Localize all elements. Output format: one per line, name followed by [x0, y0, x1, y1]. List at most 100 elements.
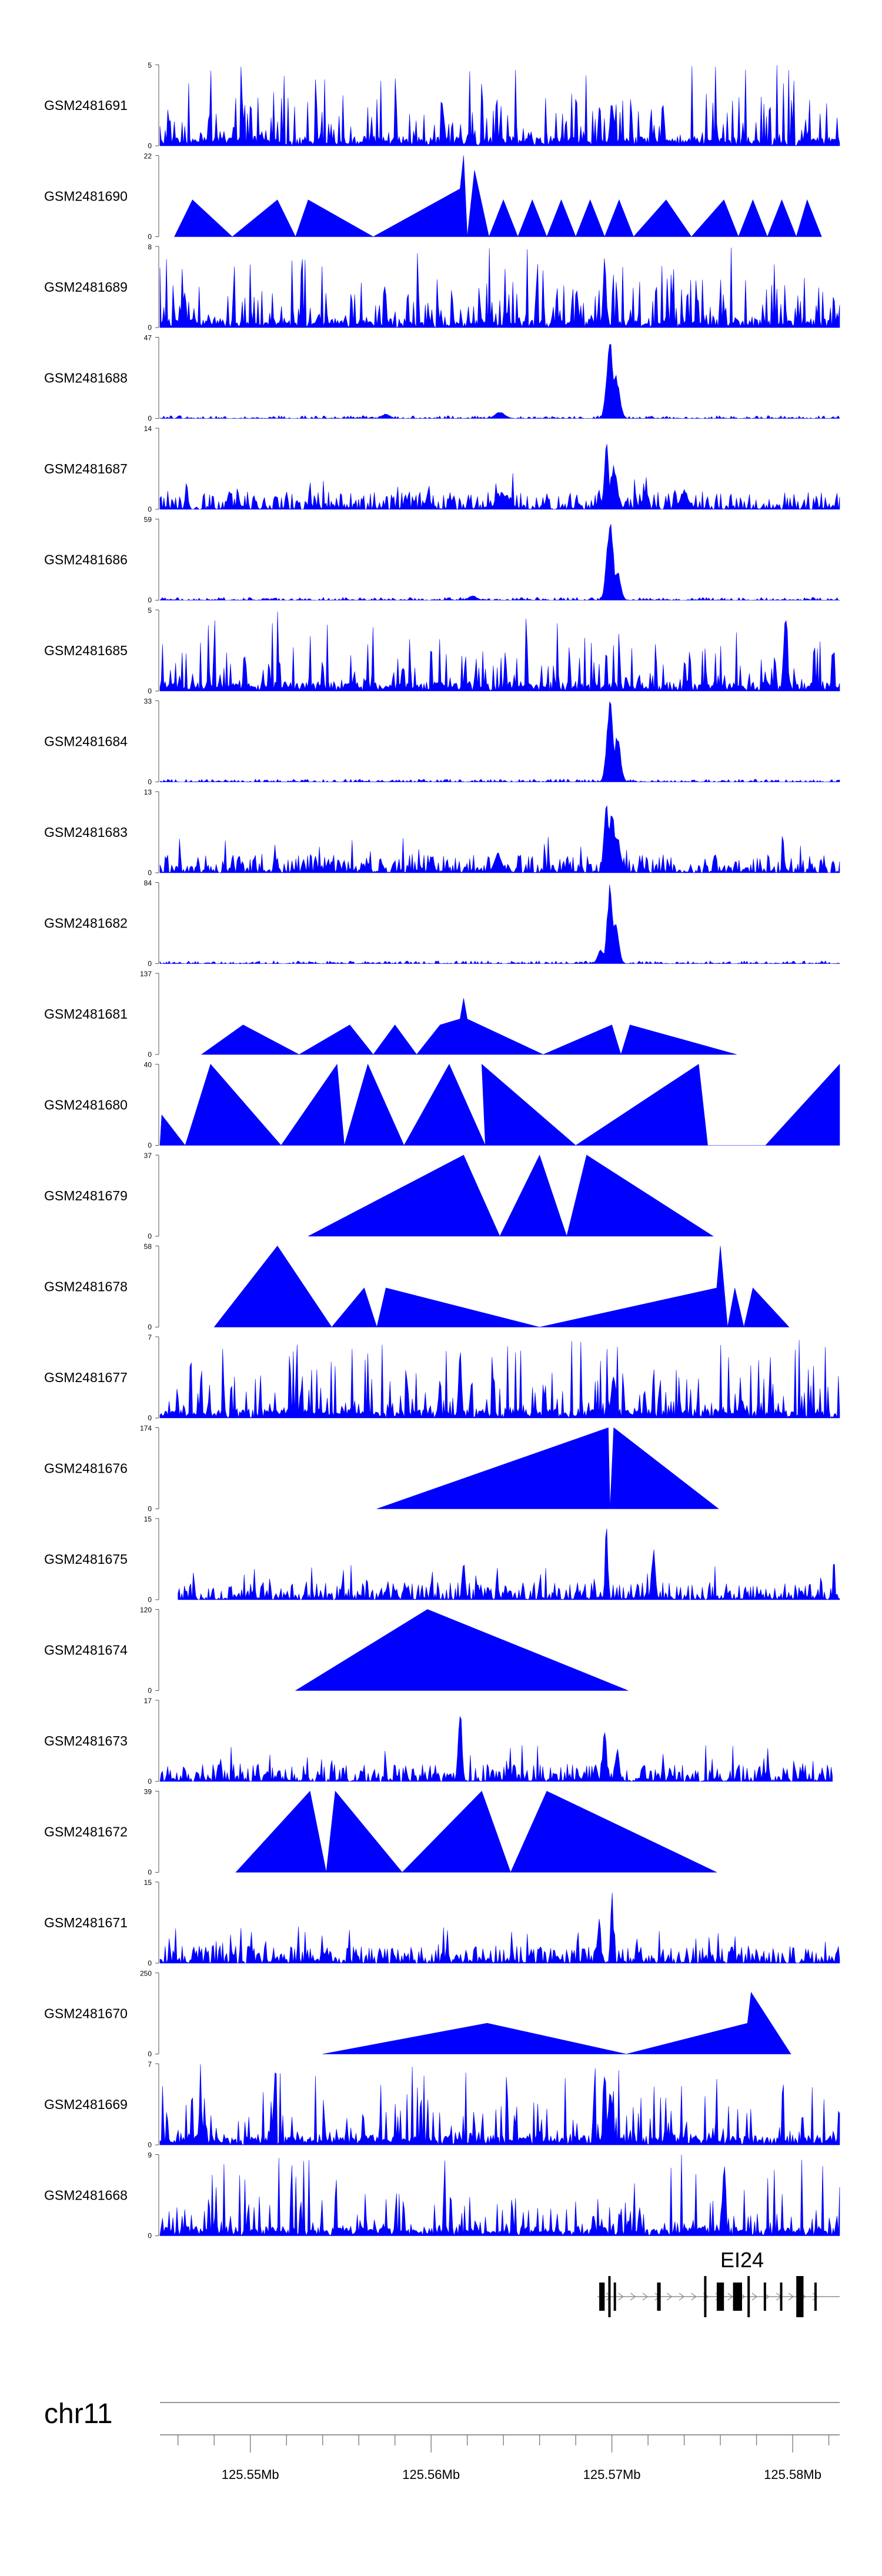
coverage-area — [295, 1609, 629, 1691]
track-gsm2481685: GSM2481685 5 0 — [44, 606, 840, 695]
y-axis-max-label: 5 — [148, 61, 152, 69]
track-label: GSM2481688 — [44, 371, 128, 386]
track-gsm2481680: GSM2481680 40 0 — [44, 1061, 840, 1150]
chromosome-label: chr11 — [44, 2398, 113, 2430]
y-axis-max-label: 120 — [140, 1606, 152, 1614]
y-axis-min-label: 0 — [148, 869, 152, 877]
coverage-area — [308, 1154, 714, 1237]
y-axis-min-label: 0 — [148, 1142, 152, 1150]
y-axis-min-label: 0 — [148, 233, 152, 241]
gene-exon — [796, 2276, 804, 2317]
track-gsm2481676: GSM2481676 174 0 — [44, 1424, 719, 1513]
gene-name-label: EI24 — [720, 2248, 764, 2272]
coverage-area — [322, 1991, 791, 2054]
track-gsm2481668: GSM2481668 9 0 — [44, 2151, 840, 2240]
gene-exon — [599, 2283, 605, 2311]
track-label: GSM2481683 — [44, 825, 128, 840]
coverage-area — [201, 998, 737, 1056]
coverage-area — [159, 701, 840, 783]
y-axis-max-label: 40 — [144, 1061, 152, 1069]
y-axis-max-label: 58 — [144, 1243, 152, 1251]
track-gsm2481683: GSM2481683 13 0 — [44, 788, 840, 877]
strand-arrow — [679, 2293, 685, 2301]
track-gsm2481684: GSM2481684 33 0 — [44, 698, 840, 786]
track-gsm2481674: GSM2481674 120 0 — [44, 1606, 629, 1695]
y-axis-min-label: 0 — [148, 2050, 152, 2058]
track-gsm2481681: GSM2481681 137 0 — [44, 970, 737, 1059]
y-axis-min-label: 0 — [148, 1414, 152, 1422]
y-axis-max-label: 5 — [148, 606, 152, 615]
y-axis-min-label: 0 — [148, 1959, 152, 1967]
track-label: GSM2481684 — [44, 734, 128, 749]
gene-exon — [613, 2283, 616, 2311]
y-axis-max-label: 13 — [144, 788, 152, 796]
track-label: GSM2481673 — [44, 1733, 128, 1749]
strand-arrow — [666, 2293, 673, 2301]
gene-exon — [763, 2283, 766, 2311]
coverage-area — [159, 2154, 840, 2237]
y-axis-min-label: 0 — [148, 415, 152, 423]
track-label: GSM2481681 — [44, 1006, 128, 1022]
track-gsm2481678: GSM2481678 58 0 — [44, 1243, 790, 1332]
track-label: GSM2481678 — [44, 1279, 128, 1294]
y-axis-min-label: 0 — [148, 1687, 152, 1695]
gene-exon — [608, 2276, 611, 2317]
y-axis-max-label: 9 — [148, 2151, 152, 2160]
y-axis-max-label: 33 — [144, 698, 152, 706]
y-axis-max-label: 14 — [144, 425, 152, 433]
y-axis-min-label: 0 — [148, 505, 152, 513]
track-label: GSM2481686 — [44, 552, 128, 568]
y-axis-min-label: 0 — [148, 596, 152, 605]
track-gsm2481691: GSM2481691 5 0 — [44, 61, 840, 150]
coverage-area — [174, 155, 822, 238]
coverage-area — [159, 885, 840, 965]
y-axis-min-label: 0 — [148, 1505, 152, 1513]
track-label: GSM2481680 — [44, 1097, 128, 1113]
track-label: GSM2481679 — [44, 1188, 128, 1203]
y-axis-max-label: 17 — [144, 1697, 152, 1705]
coverage-area — [235, 1790, 717, 1873]
track-label: GSM2481669 — [44, 2097, 128, 2112]
strand-arrow — [642, 2293, 649, 2301]
track-label: GSM2481691 — [44, 98, 128, 113]
coverage-area — [159, 1340, 840, 1419]
genome-axis-tick-label: 125.58Mb — [764, 2467, 821, 2482]
coverage-area — [159, 1893, 840, 1964]
y-axis-max-label: 39 — [144, 1788, 152, 1796]
y-axis-min-label: 0 — [148, 1596, 152, 1604]
track-label: GSM2481676 — [44, 1461, 128, 1476]
gene-exon — [657, 2283, 661, 2311]
gene-exon — [716, 2283, 724, 2311]
track-gsm2481682: GSM2481682 84 0 — [44, 879, 840, 968]
y-axis-min-label: 0 — [148, 1868, 152, 1877]
gene-exon — [814, 2283, 817, 2311]
coverage-area — [159, 1716, 833, 1783]
track-gsm2481669: GSM2481669 7 0 — [44, 2060, 840, 2149]
gene-exon — [780, 2283, 783, 2311]
track-gsm2481671: GSM2481671 15 0 — [44, 1878, 840, 1967]
track-gsm2481688: GSM2481688 47 0 — [44, 334, 840, 423]
genome-axis-track: chr11 125.55Mb 125.56Mb 125.57Mb 125.58Mb — [44, 2398, 840, 2482]
strand-arrow — [691, 2293, 697, 2301]
track-gsm2481689: GSM2481689 8 0 — [44, 243, 840, 332]
y-axis-max-label: 8 — [148, 243, 152, 251]
y-axis-max-label: 84 — [144, 879, 152, 887]
y-axis-max-label: 137 — [140, 970, 152, 978]
y-axis-min-label: 0 — [148, 2232, 152, 2240]
track-gsm2481670: GSM2481670 250 0 — [44, 1970, 791, 2058]
y-axis-min-label: 0 — [148, 323, 152, 332]
strand-arrow — [788, 2293, 794, 2301]
genome-axis-tick-label: 125.57Mb — [583, 2467, 641, 2482]
strand-arrow — [751, 2293, 758, 2301]
y-axis-max-label: 7 — [148, 1333, 152, 1342]
coverage-area — [159, 344, 840, 419]
track-gsm2481690: GSM2481690 22 0 — [44, 152, 822, 241]
y-axis-min-label: 0 — [148, 2141, 152, 2149]
track-label: GSM2481689 — [44, 279, 128, 295]
coverage-area — [159, 805, 840, 873]
y-axis-max-label: 47 — [144, 334, 152, 342]
genome-axis-tick-label: 125.56Mb — [402, 2467, 460, 2482]
y-axis-max-label: 174 — [140, 1424, 152, 1433]
y-axis-min-label: 0 — [148, 778, 152, 786]
track-label: GSM2481687 — [44, 461, 128, 476]
